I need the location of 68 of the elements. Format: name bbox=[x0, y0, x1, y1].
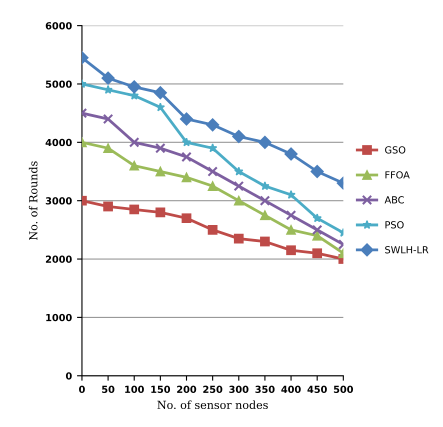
point bbox=[286, 245, 296, 256]
x-tick-label: 250 bbox=[203, 386, 222, 394]
point bbox=[312, 213, 322, 222]
point bbox=[312, 230, 322, 241]
point bbox=[234, 166, 244, 176]
point bbox=[310, 164, 324, 178]
point bbox=[103, 143, 113, 154]
point bbox=[156, 166, 166, 176]
point bbox=[234, 180, 244, 192]
x-tick-label: 50 bbox=[102, 386, 114, 394]
y-tick-label: 4000 bbox=[46, 138, 72, 146]
point bbox=[208, 181, 218, 191]
point bbox=[182, 172, 192, 182]
point bbox=[102, 114, 114, 124]
x-axis-title: No. of sensor nodes bbox=[157, 400, 268, 410]
y-tick-label: 5000 bbox=[46, 80, 72, 88]
legend-label: PSO bbox=[385, 221, 404, 228]
point bbox=[312, 248, 322, 258]
y-tick-label: 0 bbox=[66, 372, 72, 380]
point bbox=[208, 225, 218, 235]
point bbox=[260, 195, 270, 206]
legend-label: ABC bbox=[384, 196, 404, 204]
point bbox=[260, 181, 270, 190]
legend-label: GSO bbox=[385, 146, 406, 154]
point bbox=[154, 86, 167, 100]
y-axis-title: No. of Rounds bbox=[28, 161, 38, 240]
point bbox=[312, 224, 322, 236]
point bbox=[258, 136, 272, 149]
point bbox=[234, 196, 244, 206]
point bbox=[156, 208, 166, 218]
point bbox=[286, 225, 296, 235]
y-tick-label: 1000 bbox=[46, 314, 72, 322]
point bbox=[129, 160, 140, 171]
x-tick-label: 150 bbox=[151, 386, 170, 394]
point bbox=[208, 143, 218, 152]
x-tick-label: 450 bbox=[307, 386, 327, 394]
point bbox=[180, 112, 194, 126]
point bbox=[182, 213, 192, 224]
point bbox=[155, 142, 166, 154]
point bbox=[206, 118, 220, 132]
y-tick-label: 3000 bbox=[46, 197, 72, 205]
x-tick-label: 300 bbox=[229, 386, 248, 394]
point bbox=[102, 72, 115, 85]
point bbox=[156, 102, 166, 112]
legend-label: SWLH-LR bbox=[385, 246, 428, 254]
x-tick-label: 0 bbox=[79, 386, 85, 394]
point bbox=[182, 137, 192, 146]
x-tick-label: 350 bbox=[255, 386, 275, 394]
point bbox=[207, 166, 218, 177]
legend-label: FFOA bbox=[385, 171, 410, 179]
point bbox=[284, 147, 298, 161]
point bbox=[129, 204, 140, 214]
point bbox=[103, 202, 113, 212]
x-tick-label: 400 bbox=[281, 386, 301, 394]
point bbox=[286, 210, 296, 220]
point bbox=[128, 80, 141, 94]
point bbox=[232, 130, 246, 144]
x-tick-label: 500 bbox=[334, 386, 354, 394]
point bbox=[260, 236, 270, 246]
y-tick-label: 6000 bbox=[46, 22, 72, 30]
x-tick-label: 100 bbox=[125, 386, 144, 394]
point bbox=[234, 234, 244, 244]
y-tick-label: 2000 bbox=[46, 256, 72, 263]
point bbox=[181, 152, 192, 162]
point bbox=[103, 84, 113, 94]
x-tick-label: 200 bbox=[177, 386, 196, 394]
point bbox=[260, 210, 270, 220]
point bbox=[129, 137, 140, 148]
